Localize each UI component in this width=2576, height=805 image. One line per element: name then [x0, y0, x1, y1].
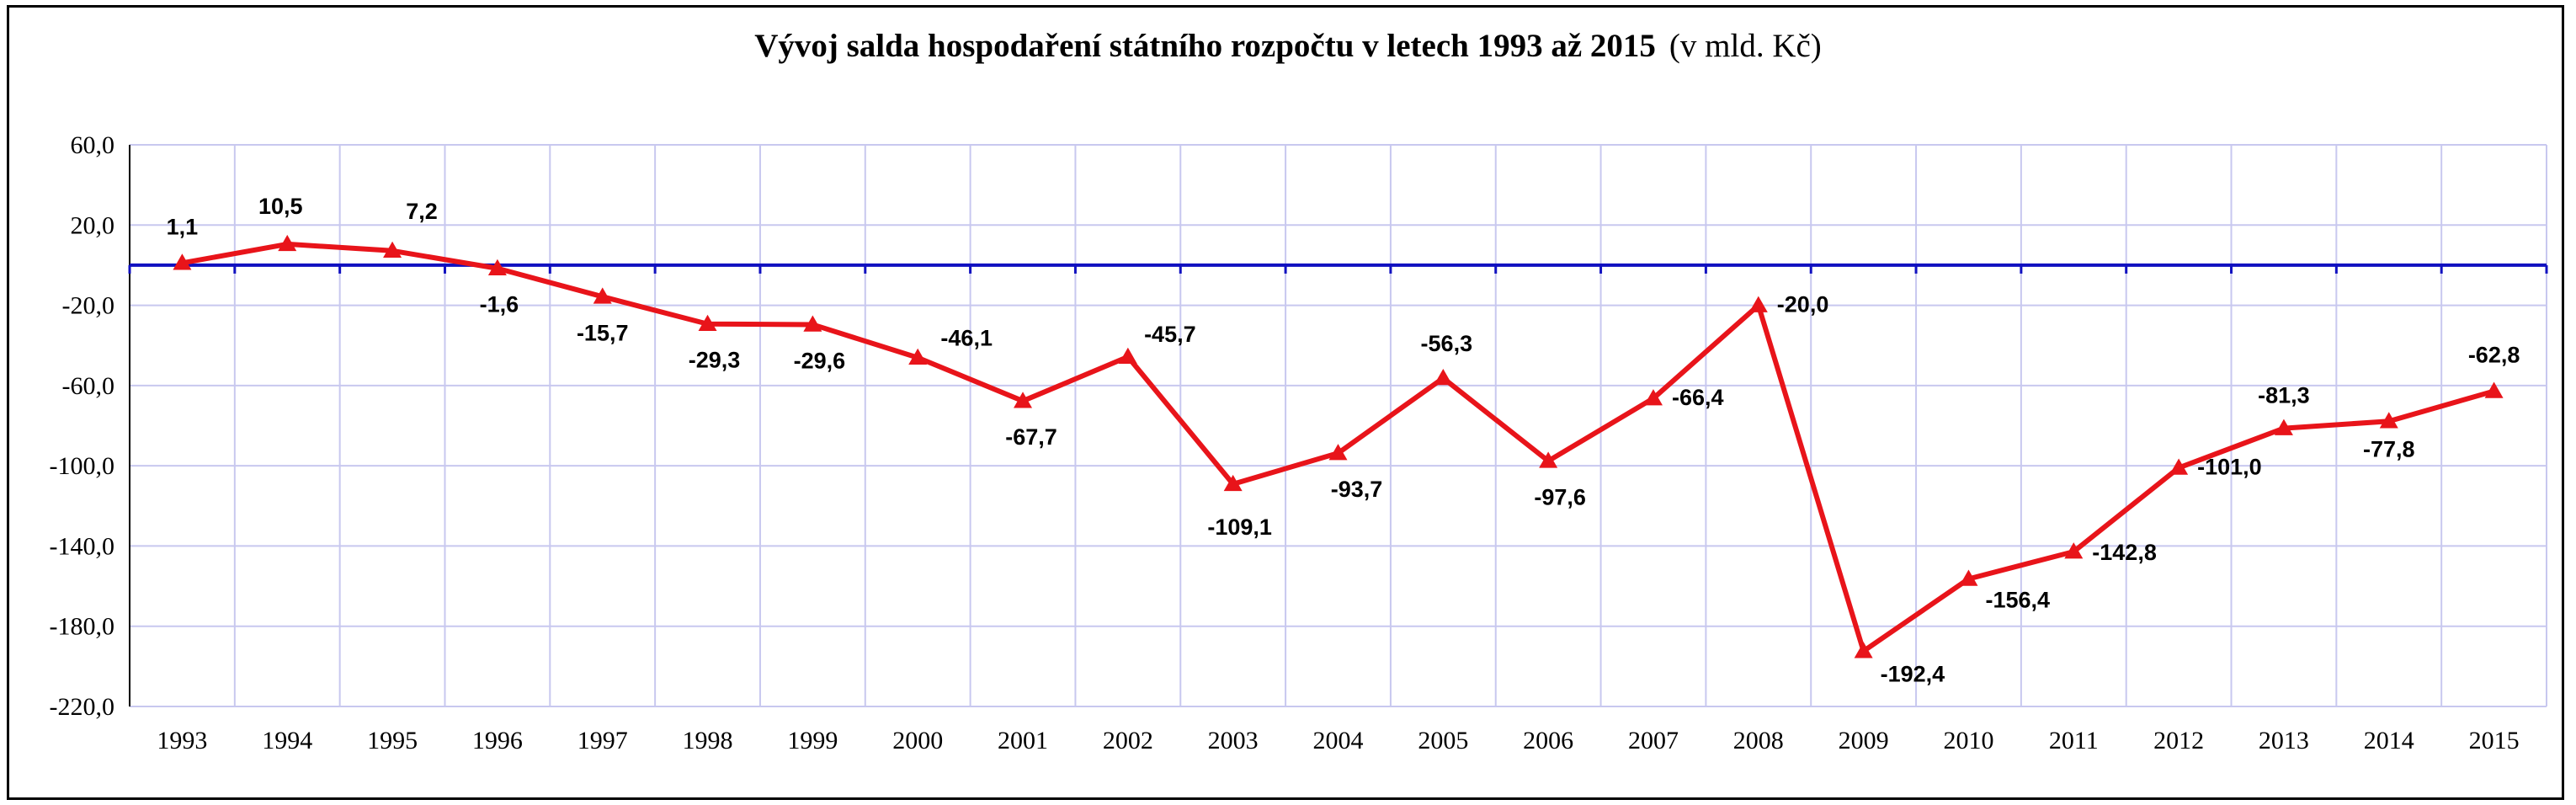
data-label: -97,6	[1534, 484, 1586, 509]
data-label: -29,3	[689, 348, 741, 373]
y-tick-label: 20,0	[71, 211, 115, 239]
data-label: -29,6	[794, 348, 846, 373]
data-label: -156,4	[1985, 587, 2050, 612]
data-label: -77,8	[2363, 436, 2415, 461]
x-tick-label: 1994	[262, 727, 312, 754]
y-tick-label: -60,0	[62, 372, 115, 400]
chart-title-main: Vývoj salda hospodaření státního rozpočt…	[754, 28, 1656, 64]
data-label: -1,6	[480, 292, 519, 317]
data-label: -45,7	[1144, 322, 1196, 347]
data-point-marker	[1539, 451, 1558, 468]
chart-svg: Vývoj salda hospodaření státního rozpočt…	[50, 28, 2548, 754]
x-tick-label: 2004	[1313, 727, 1364, 754]
data-point-marker	[2169, 458, 2189, 475]
chart-frame: Vývoj salda hospodaření státního rozpočt…	[7, 5, 2564, 800]
x-tick-label: 2007	[1628, 727, 1679, 754]
y-tick-label: -180,0	[50, 613, 115, 641]
x-tick-label: 2005	[1418, 727, 1468, 754]
data-point-marker	[1328, 444, 1348, 461]
x-tick-label: 1995	[367, 727, 418, 754]
grid	[129, 144, 2547, 707]
data-point-marker	[1014, 392, 1033, 408]
y-tick-label: -100,0	[50, 452, 115, 480]
chart-title: Vývoj salda hospodaření státního rozpočt…	[754, 28, 1822, 64]
data-label: -81,3	[2258, 383, 2310, 408]
series	[173, 234, 2504, 658]
x-tick-label: 2010	[1943, 727, 1993, 754]
data-point-marker	[383, 241, 402, 259]
axes: 60,0 20,0 -20,0 -60,0 -100,0 -140,0 -180,0 -220…	[50, 131, 2548, 754]
data-label: 1,1	[167, 214, 199, 239]
x-tick-label: 2003	[1208, 727, 1259, 754]
x-tick-label: 1999	[787, 727, 838, 754]
data-labels: 1,1 10,5 7,2 -1,6 -15,7 -29,3 -29,6 -46,1 -67,7 -…	[167, 194, 2520, 686]
data-point-marker	[908, 348, 928, 365]
data-label: -15,7	[577, 320, 629, 345]
x-tick-label: 2014	[2364, 727, 2414, 754]
data-label: -67,7	[1005, 424, 1057, 450]
x-tick-label: 2011	[2049, 727, 2099, 754]
y-tick-label: 60,0	[71, 131, 115, 159]
data-point-marker	[2379, 412, 2398, 429]
x-tick-label: 1997	[577, 727, 628, 754]
x-tick-label: 2006	[1523, 727, 1573, 754]
data-point-marker	[278, 234, 297, 252]
y-tick-label: -220,0	[50, 693, 115, 721]
x-tick-label: 1993	[157, 727, 207, 754]
data-point-marker	[803, 315, 822, 332]
data-point-marker	[698, 314, 717, 331]
data-point-marker	[593, 287, 612, 304]
data-label: 10,5	[258, 194, 303, 219]
data-label: -56,3	[1421, 331, 1473, 356]
x-tick-label: 2013	[2259, 727, 2309, 754]
data-label: -142,8	[2092, 540, 2157, 565]
data-point-marker	[1643, 389, 1663, 406]
data-label: -101,0	[2197, 455, 2262, 480]
data-label: -93,7	[1331, 477, 1383, 502]
data-point-marker	[1223, 474, 1243, 492]
x-tick-label: 1998	[683, 727, 733, 754]
data-label: -109,1	[1207, 514, 1272, 540]
data-point-marker	[2274, 418, 2293, 435]
data-point-marker	[173, 253, 192, 270]
data-label: -20,0	[1777, 292, 1829, 317]
data-point-marker	[1118, 347, 1137, 365]
x-tick-label: 2008	[1733, 727, 1784, 754]
data-point-marker	[1748, 296, 1768, 312]
data-label: -66,4	[1672, 385, 1724, 410]
y-tick-label: -20,0	[62, 292, 115, 320]
x-tick-label: 2012	[2153, 727, 2204, 754]
x-tick-label: 2015	[2469, 727, 2520, 754]
data-point-marker	[1959, 569, 1978, 586]
x-tick-label: 2002	[1103, 727, 1153, 754]
data-label: 7,2	[406, 199, 438, 224]
x-tick-label: 2001	[998, 727, 1048, 754]
x-tick-label: 1996	[472, 727, 523, 754]
data-point-marker	[2064, 542, 2084, 559]
x-tick-label: 2000	[892, 727, 943, 754]
chart-title-unit: (v mld. Kč)	[1669, 28, 1822, 64]
data-point-marker	[487, 259, 507, 275]
data-point-marker	[2484, 381, 2504, 398]
data-label: -192,4	[1881, 661, 1945, 686]
y-tick-label: -140,0	[50, 532, 115, 560]
data-point-marker	[1854, 642, 1873, 658]
data-point-marker	[1434, 369, 1453, 386]
x-tick-label: 2009	[1839, 727, 1889, 754]
data-label: -46,1	[940, 326, 993, 351]
data-label: -62,8	[2468, 343, 2520, 368]
